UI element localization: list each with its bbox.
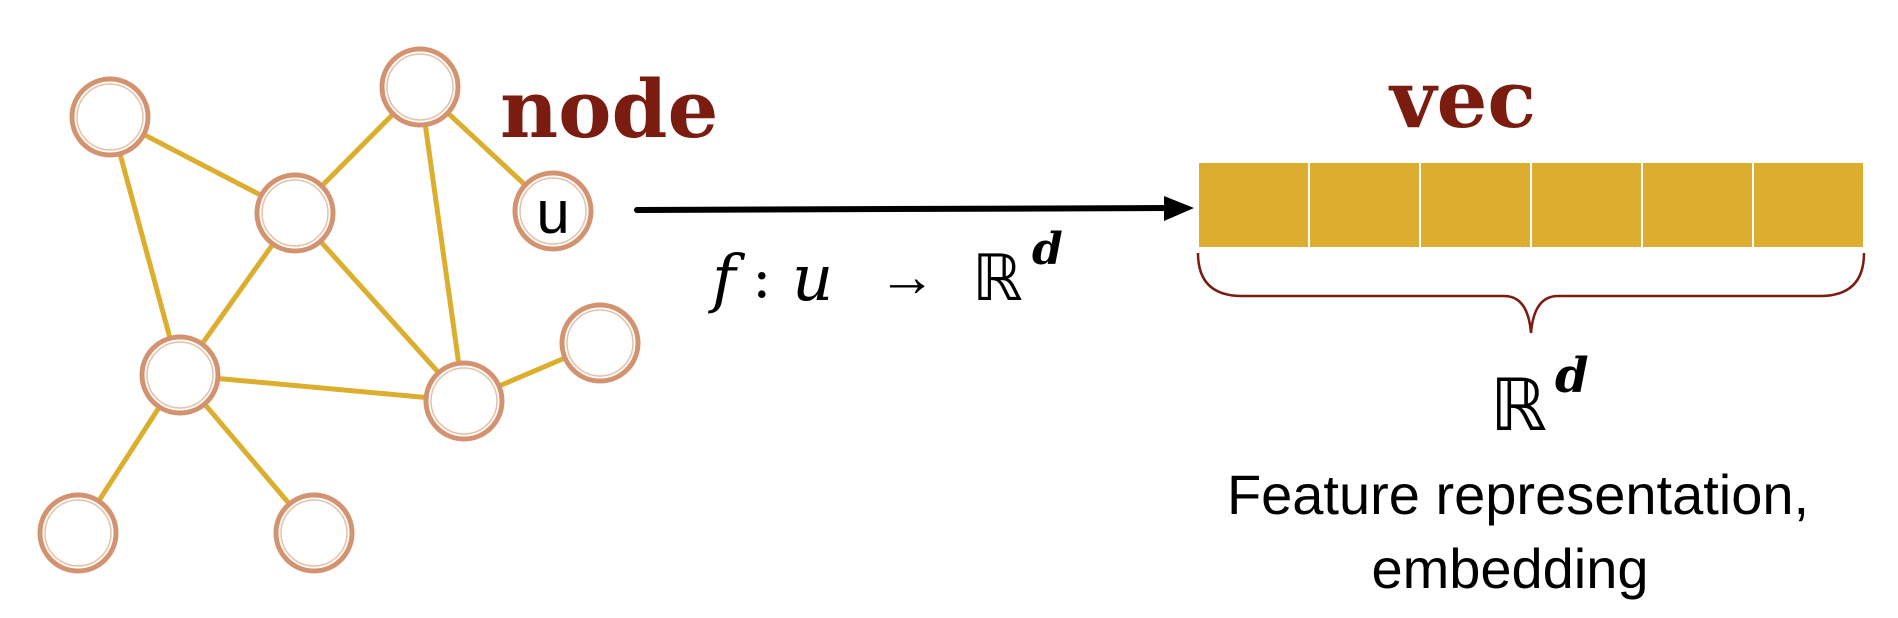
graph-node bbox=[37, 492, 119, 574]
embedding-vector bbox=[1197, 161, 1865, 249]
embedding-space: ℝ d bbox=[1490, 348, 1589, 446]
graph-node bbox=[139, 334, 221, 416]
graph-edge bbox=[293, 211, 466, 403]
vector-cell bbox=[1530, 161, 1643, 249]
space-R: ℝ bbox=[1490, 366, 1547, 446]
graph-node bbox=[559, 302, 641, 384]
vector-cell bbox=[1308, 161, 1421, 249]
graph-node-u: u bbox=[512, 170, 594, 252]
node-title: node bbox=[500, 62, 718, 156]
mapping-arrow bbox=[634, 196, 1194, 221]
mapping-formula: f : u → ℝ d bbox=[708, 224, 1063, 316]
formula-arrow: → bbox=[878, 244, 936, 309]
node-u-label: u bbox=[536, 179, 569, 246]
vector-cell bbox=[1752, 161, 1865, 249]
graph-edge bbox=[417, 86, 467, 402]
formula-f: f bbox=[708, 242, 746, 316]
graph-node bbox=[69, 76, 151, 158]
vector-cell bbox=[1197, 161, 1310, 249]
caption-line1: Feature representation, bbox=[1227, 463, 1809, 526]
graph-node bbox=[254, 172, 336, 254]
graph-edge bbox=[107, 116, 183, 376]
caption-line2: embedding bbox=[1371, 537, 1648, 600]
vec-title: vec bbox=[1388, 52, 1536, 146]
vector-cell bbox=[1419, 161, 1532, 249]
graph-nodes: u bbox=[37, 46, 641, 574]
graph-node bbox=[379, 46, 461, 128]
graph-node bbox=[423, 360, 505, 442]
graph-edge bbox=[179, 372, 465, 404]
space-d: d bbox=[1555, 348, 1589, 404]
vector-cell bbox=[1641, 161, 1754, 249]
graph-node bbox=[273, 492, 355, 574]
formula-R: ℝ bbox=[972, 242, 1023, 314]
formula-u: u bbox=[792, 242, 833, 316]
formula-colon: : bbox=[752, 243, 772, 311]
vector-brace bbox=[1196, 252, 1866, 334]
formula-d: d bbox=[1032, 224, 1063, 275]
